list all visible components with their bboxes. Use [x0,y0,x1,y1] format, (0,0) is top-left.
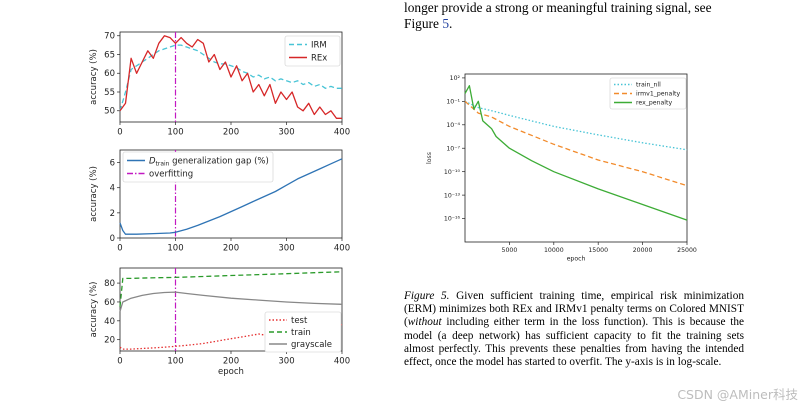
y-axis-label: accuracy (%) [89,282,99,338]
body-text-top: longer provide a strong or meaningful tr… [404,0,799,32]
body-text-line: Figure 5. [404,16,799,32]
y-tick-label: 10⁻¹⁰ [444,169,461,176]
x-axis-label: epoch [218,367,244,377]
loss-log-chart: 5000 10000 15000 20000 25000 10² 10⁻¹ 10⁻⁴ 10⁻⁷ 1… [415,68,705,273]
x-tick-label: 10000 [544,247,564,254]
x-tick-label: 300 [278,357,294,367]
y-tick-label: 2 [110,209,115,219]
legend-label: train [291,328,311,338]
y-axis-label: accuracy (%) [89,49,99,105]
x-tick-label: 400 [334,128,350,138]
legend-label: REx [311,53,327,63]
loss-log-svg: 5000 10000 15000 20000 25000 10² 10⁻¹ 10⁻⁴ 10⁻⁷ 1… [426,73,697,262]
legend-box [122,151,274,183]
x-tick-label: 0 [117,128,122,138]
x-tick-label: 200 [223,128,239,138]
y-tick-label: 6 [110,159,115,169]
figure-caption: Figure 5. Given sufficient training time… [404,290,744,369]
y-tick-label: 0 [110,234,115,244]
watermark: CSDN @AMiner科技 [677,387,798,402]
x-tick-label: 400 [334,244,350,254]
legend-label: Dtrain generalization gap (%) [149,156,269,167]
series-irmv1-penalty-line [464,100,688,187]
caption-text-2: including either term in the loss functi… [404,316,744,369]
legend-label: overfitting [149,169,193,179]
y-tick-label: 10⁻¹³ [444,192,461,199]
legend-label: rex_penalty [636,100,672,107]
x-tick-label: 200 [223,357,239,367]
generalization-gap-chart: 0 100 200 300 400 0 2 4 6 accuracy (%) Dtrain gene… [80,142,355,260]
x-tick-label: 200 [223,244,239,254]
plot-area: 0 100 200 300 400 0 2 4 6 accuracy (%) Dtrain gene… [89,149,350,254]
x-tick-label: 400 [334,357,350,367]
axes-frame [464,73,688,243]
accuracy-irm-rex-chart: 0 100 200 300 400 50 55 60 65 70 accuracy (%) IRM RE… [80,20,355,145]
legend-label: train_nll [636,82,661,89]
legend-label: IRM [311,40,327,50]
accuracy-irm-rex-svg: 0 100 200 300 400 50 55 60 65 70 accuracy (%) IRM RE… [89,31,350,138]
x-tick-label: 300 [278,128,294,138]
series-train-line [119,271,343,307]
y-tick-label: 80 [104,279,115,289]
y-tick-label: 70 [104,32,115,42]
legend-label: irmv1_penalty [636,91,680,98]
caption-text: Given sufficient training time, empirica… [404,290,744,329]
y-tick-label: 10⁻⁴ [446,122,460,129]
plot-area: 5000 10000 15000 20000 25000 10² 10⁻¹ 10⁻⁴ 10⁻⁷ 1… [426,73,697,262]
y-tick-label: 10⁻¹⁶ [444,216,461,223]
test-train-grayscale-svg: 0 100 200 300 400 20 40 60 80 accuracy (%) epoch te… [89,267,350,377]
figure-reference-link[interactable]: 5 [442,16,450,31]
legend-box [284,35,341,67]
series-grayscale-line [119,291,343,312]
x-tick-label: 20000 [633,247,653,254]
body-text-line: longer provide a strong or meaningful tr… [404,0,712,15]
x-tick-label: 5000 [502,247,518,254]
period: . [449,16,453,31]
x-tick-label: 100 [167,128,183,138]
x-tick-label: 100 [167,244,183,254]
x-axis-label: epoch [567,255,586,262]
series-train-nll-line [464,100,688,151]
y-tick-label: 40 [104,317,115,327]
test-train-grayscale-chart: 0 100 200 300 400 20 40 60 80 accuracy (%) epoch te… [80,260,355,390]
plot-area: 0 100 200 300 400 50 55 60 65 70 accuracy (%) IRM RE… [89,31,350,138]
x-tick-label: 25000 [677,247,697,254]
legend-box [264,311,342,353]
x-tick-label: 15000 [588,247,608,254]
y-axis-label: accuracy (%) [89,166,99,222]
legend-label: grayscale [291,340,332,350]
plot-area: 0 100 200 300 400 20 40 60 80 accuracy (%) epoch te… [89,267,350,377]
y-tick-label: 4 [110,184,115,194]
series-rex-line [119,35,342,119]
legend-label: test [291,316,308,326]
y-tick-label: 10² [450,75,461,82]
y-tick-label: 60 [104,69,115,79]
x-tick-label: 100 [167,357,183,367]
y-tick-label: 60 [104,298,115,308]
y-tick-label: 20 [104,336,115,346]
generalization-gap-svg: 0 100 200 300 400 0 2 4 6 accuracy (%) Dtrain gene… [89,149,350,254]
y-tick-label: 10⁻⁷ [446,145,460,152]
caption-italic: without [407,316,442,329]
caption-label: Figure 5. [404,290,450,302]
y-tick-label: 50 [104,107,115,117]
series-rex-penalty-line [464,85,688,221]
y-tick-label: 65 [104,50,115,60]
y-axis-label: loss [426,152,433,164]
legend-box [609,77,687,110]
y-tick-label: 55 [104,88,115,98]
figure-word: Figure [404,16,439,31]
series-irm-line [119,44,342,111]
series-generalization-gap--line [119,158,343,235]
x-tick-label: 0 [117,357,122,367]
x-tick-label: 0 [117,244,122,254]
y-tick-label: 10⁻¹ [446,99,460,106]
x-tick-label: 300 [278,244,294,254]
